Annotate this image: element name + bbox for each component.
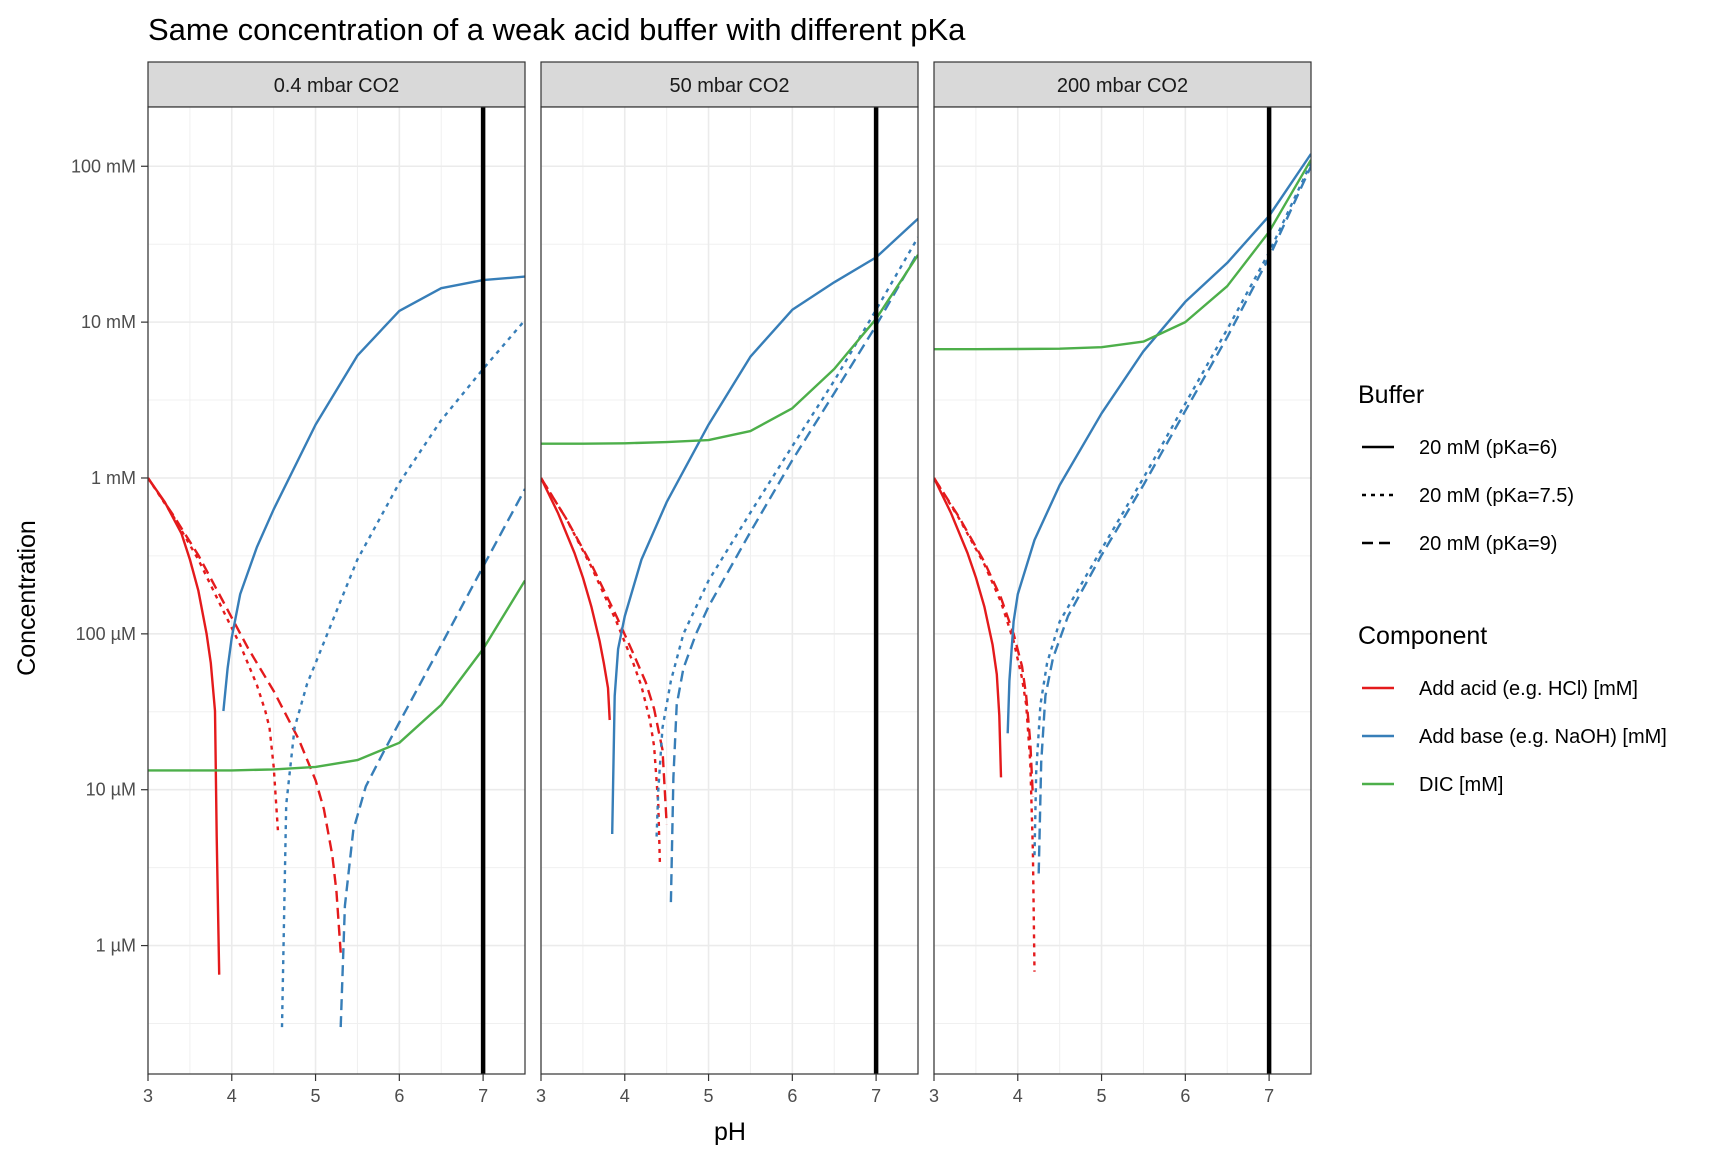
legend-label-component: Add acid (e.g. HCl) [mM] xyxy=(1419,678,1638,700)
x-tick-label: 3 xyxy=(929,1086,939,1106)
legend-label-component: Add base (e.g. NaOH) [mM] xyxy=(1419,726,1667,748)
y-tick-label: 100 µM xyxy=(76,624,136,644)
x-tick-label: 7 xyxy=(871,1086,881,1106)
y-tick-label: 100 mM xyxy=(71,156,136,176)
x-tick-label: 6 xyxy=(394,1086,404,1106)
x-tick-label: 3 xyxy=(536,1086,546,1106)
legend-label-buffer: 20 mM (pKa=9) xyxy=(1419,533,1557,555)
gridlines xyxy=(147,107,525,1074)
x-tick-label: 5 xyxy=(704,1086,714,1106)
facet-panel: 0.4 mbar CO2 3 4 5 6 7 xyxy=(143,61,526,1106)
legend-label-buffer: 20 mM (pKa=7.5) xyxy=(1419,485,1574,507)
x-tick-label: 7 xyxy=(478,1086,488,1106)
series-line-base-pKa-9 xyxy=(669,251,918,903)
x-tick-label: 4 xyxy=(227,1086,237,1106)
series-line-acid-pKa-9 xyxy=(148,477,342,953)
panel-border xyxy=(933,106,1312,1075)
legend-label-buffer: 20 mM (pKa=6) xyxy=(1419,437,1557,459)
panel-border xyxy=(540,106,919,1075)
series-group xyxy=(541,217,918,903)
legend-label-component: DIC [mM] xyxy=(1419,774,1503,796)
series-line-base-pKa-6 xyxy=(222,275,525,712)
y-tick-label: 1 mM xyxy=(91,468,136,488)
series-line-base-pKa-7_5 xyxy=(1033,162,1311,856)
series-line-acid-pKa-7_5 xyxy=(148,477,280,831)
facet-strip xyxy=(540,61,919,108)
series-line-acid-pKa-6 xyxy=(934,477,1003,778)
x-tick-label: 3 xyxy=(143,1086,153,1106)
series-group xyxy=(148,275,525,1028)
series-line-base-pKa-6 xyxy=(1006,153,1311,734)
series-line-base-pKa-9 xyxy=(1037,165,1311,874)
y-axis-title: Concentration xyxy=(13,520,41,676)
facet-strip xyxy=(147,61,526,108)
series-line-DIC-pKa-6 xyxy=(148,579,525,772)
panel-border xyxy=(147,106,526,1075)
chart-title: Same concentration of a weak acid buffer… xyxy=(148,12,966,47)
x-tick-label: 5 xyxy=(1097,1086,1107,1106)
series-group xyxy=(934,153,1311,972)
x-tick-label: 5 xyxy=(311,1086,321,1106)
y-tick-label: 1 µM xyxy=(96,936,136,956)
x-tick-label: 7 xyxy=(1264,1086,1274,1106)
facet-strip-label: 50 mbar CO2 xyxy=(669,75,789,97)
facet-strip-label: 200 mbar CO2 xyxy=(1057,75,1188,97)
y-tick-label: 10 µM xyxy=(86,780,136,800)
facet-panel: 50 mbar CO2 3 4 5 6 7 xyxy=(536,61,919,1106)
y-tick-label: 10 mM xyxy=(81,312,136,332)
series-line-base-pKa-7_5 xyxy=(655,236,918,837)
series-line-acid-pKa-6 xyxy=(541,477,611,721)
facet-panel: 200 mbar CO2 3 4 5 6 7 xyxy=(929,61,1312,1106)
series-line-DIC-pKa-6 xyxy=(934,159,1311,351)
facet-strip-label: 0.4 mbar CO2 xyxy=(274,75,400,97)
legend: Buffer 20 mM (pKa=6) 20 mM (pKa=7.5) 20 mM … xyxy=(1358,381,1667,796)
series-line-DIC-pKa-6 xyxy=(541,254,918,445)
y-axis: 100 mM 10 mM 1 mM 100 µM 10 µM 1 µM xyxy=(71,156,148,956)
series-line-base-pKa-9 xyxy=(339,488,525,1028)
series-line-base-pKa-6 xyxy=(611,217,918,835)
x-tick-label: 4 xyxy=(1013,1086,1023,1106)
plot-area xyxy=(148,107,525,1074)
x-axis-title: pH xyxy=(714,1118,746,1146)
legend-title-component: Component xyxy=(1358,622,1487,650)
legend-title-buffer: Buffer xyxy=(1358,381,1424,409)
plot-area xyxy=(541,107,918,1074)
x-tick-label: 6 xyxy=(1180,1086,1190,1106)
x-tick-label: 6 xyxy=(787,1086,797,1106)
facet-strip xyxy=(933,61,1312,108)
x-tick-label: 4 xyxy=(620,1086,630,1106)
